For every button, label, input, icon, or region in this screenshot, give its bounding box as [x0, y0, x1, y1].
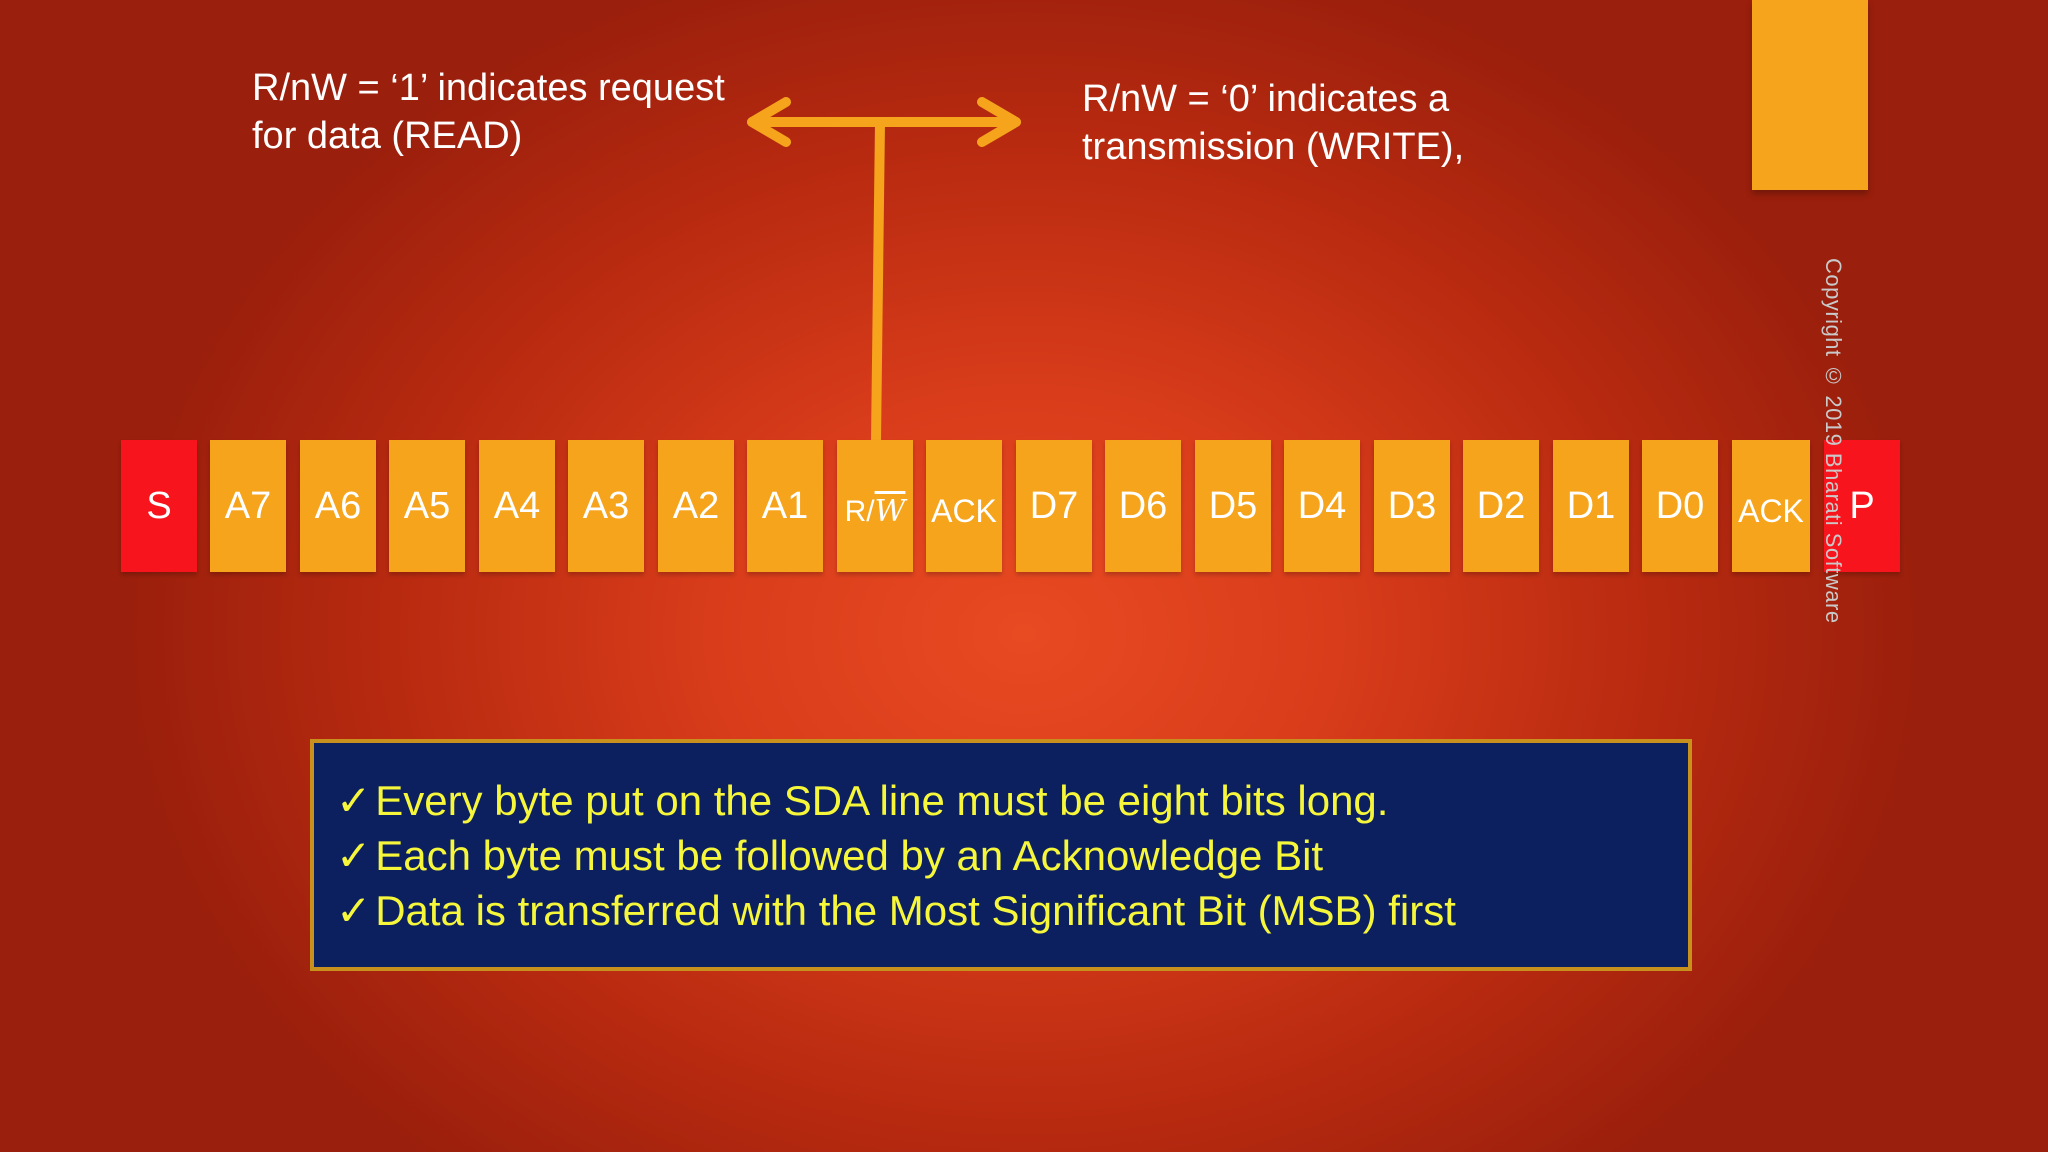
copyright-notice: Copyright © 2019 Bharati Software [1821, 258, 1846, 624]
frame-bit-a7: A7 [210, 440, 286, 572]
rule-item: ✓Every byte put on the SDA line must be … [336, 773, 1688, 828]
read-note-line-2: for data (READ) [252, 115, 523, 157]
frame-bit-d4: D4 [1284, 440, 1360, 572]
frame-bit-p: P [1824, 440, 1900, 572]
rules-box: ✓Every byte put on the SDA line must be … [310, 739, 1692, 971]
rule-item: ✓Data is transferred with the Most Signi… [336, 883, 1688, 938]
corner-decoration [1752, 0, 1868, 190]
frame-bit-d1: D1 [1553, 440, 1629, 572]
write-note-line-2: transmission (WRITE), [1082, 126, 1465, 168]
check-icon: ✓ [336, 887, 372, 934]
write-arrowhead [977, 97, 1021, 147]
rule-item: ✓Each byte must be followed by an Acknow… [336, 828, 1688, 883]
frame-bit-a1: A1 [747, 440, 823, 572]
check-icon: ✓ [336, 777, 372, 824]
frame-bit-s: S [121, 440, 197, 572]
frame-bit-ack-2: ACK [1732, 440, 1810, 572]
read-arrowhead [747, 97, 791, 147]
frame-bit-a6: A6 [300, 440, 376, 572]
rw-w-overline: W [874, 493, 906, 529]
frame-bit-a2: A2 [658, 440, 734, 572]
frame-bit-d3: D3 [1374, 440, 1450, 572]
frame-bit-a5: A5 [389, 440, 465, 572]
read-note: R/nW = ‘1’ indicates request for data (R… [252, 64, 725, 160]
rw-stem-line [871, 117, 885, 445]
frame-bit-a3: A3 [568, 440, 644, 572]
rw-label: R/W [844, 493, 906, 529]
frame-bit-rw: R/W [837, 440, 913, 572]
frame-bit-d7: D7 [1016, 440, 1092, 572]
write-note-line-1: R/nW = ‘0’ indicates a [1082, 78, 1450, 120]
write-note: R/nW = ‘0’ indicates a transmission (WRI… [1082, 75, 1464, 171]
frame-bit-d2: D2 [1463, 440, 1539, 572]
frame-bit-a4: A4 [479, 440, 555, 572]
check-icon: ✓ [336, 832, 372, 879]
frame-bit-d5: D5 [1195, 440, 1271, 572]
frame-bit-d6: D6 [1105, 440, 1181, 572]
frame-bit-ack-1: ACK [926, 440, 1002, 572]
frame-bit-d0: D0 [1642, 440, 1718, 572]
read-note-line-1: R/nW = ‘1’ indicates request [252, 67, 725, 109]
